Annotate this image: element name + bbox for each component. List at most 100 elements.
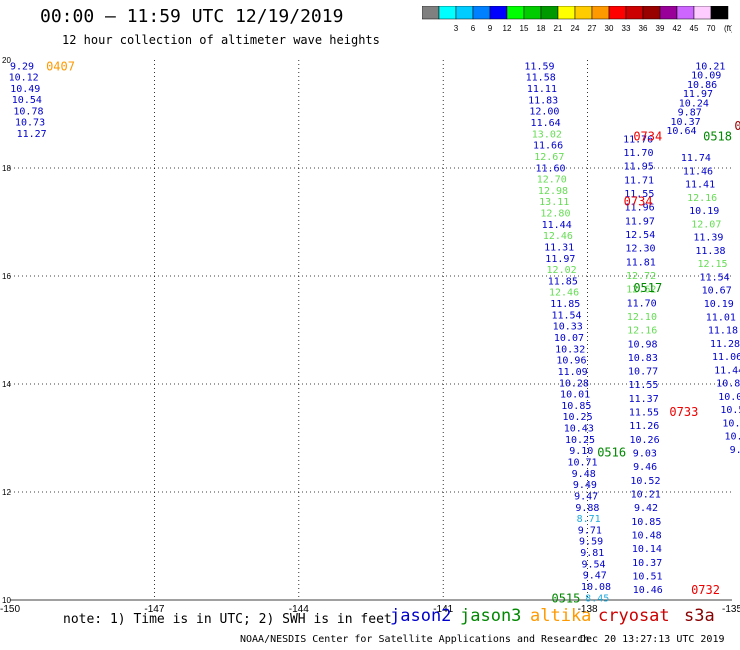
scale-unit: (ft) [724,24,732,33]
pass-time-label: 0732 [691,583,720,597]
swh-value-label: 11.09 [558,367,588,378]
swh-value-label: 11.58 [526,73,556,84]
page-title: 00:00 – 11:59 UTC 12/19/2019 [40,6,344,27]
swh-value-label: 12.72 [626,271,656,282]
swh-value-label: 10.84 [716,379,740,390]
swh-value-label: 9.81 [580,548,604,559]
scale-tick-label: 36 [639,24,648,33]
swh-value-label: 10.09 [691,71,721,82]
swh-value-label: 9.29 [10,61,34,72]
swh-value-label: 11.70 [627,298,657,309]
swh-value-label: 11.54 [700,272,730,283]
swh-value-label: 12.30 [625,244,655,255]
swh-value-label: 11.44 [714,365,740,376]
swh-value-label: 12.46 [549,288,579,299]
swh-value-label: 10.14 [632,544,662,555]
x-tick-label: -138 [578,604,598,615]
pass-cryosat-descending: 11.76 11.70 11.95 11.71 11.55 11.96 11.97 12.54… [623,134,663,596]
swh-value-label: 10.54 [12,95,42,106]
scale-tick-label: 30 [605,24,614,33]
swh-value-label: 10.67 [702,286,732,297]
pass-time-label: 0407 [46,59,75,73]
scale-tick-label: 3 [454,24,459,33]
swh-value-label: 10.78 [13,106,43,117]
swh-value-label: 11.76 [623,134,653,145]
swh-value-label: 9.87 [678,108,702,119]
swh-value-label: 12.62 [626,285,656,296]
pass-time-label: 0517 [633,281,662,295]
swh-value-label: 11.97 [683,89,713,100]
y-tick-label: 16 [2,272,11,281]
swh-value-label: 11.06 [712,352,740,363]
swh-value-label: 10.77 [628,367,658,378]
swh-value-label: 11.01 [706,312,736,323]
pass-time-label: 0654 [734,119,740,133]
swh-value-label: 11.97 [625,216,655,227]
x-tick-label: -141 [433,604,453,615]
swh-value-label: 9.47 [574,491,598,502]
swh-value-label: 9.71 [578,525,602,536]
swh-value-label: 9.46 [633,462,657,473]
swh-value-label: 12.98 [538,186,568,197]
swh-value-label: 10.21 [631,490,661,501]
swh-value-label: 12.00 [529,107,559,118]
footer-note: note: 1) Time is in UTC; 2) SWH is in fe… [63,612,392,627]
scale-tick-label: 24 [571,24,580,33]
pass-time-label: 0516 [597,446,626,460]
pass-time-label: 0734 [633,130,662,144]
swh-value-label: 11.83 [528,95,558,106]
swh-value-label: 10.48 [632,531,662,542]
swh-value-label: 10.64 [666,126,696,137]
x-tick-label: -150 [0,604,20,615]
page-subtitle: 12 hour collection of altimeter wave hei… [62,33,380,47]
pass-time-label: 0733 [669,405,698,419]
swh-value-label: 10.08 [581,582,611,593]
swh-value-label: 11.38 [695,246,725,257]
swh-value-label: 11.27 [17,129,47,140]
swh-value-label: 10.85 [631,517,661,528]
swh-value-label: 9.88 [575,503,599,514]
pass-time-label: 0518 [703,130,732,144]
y-tick-label: 12 [2,488,11,497]
swh-value-label: 11.46 [683,166,713,177]
swh-value-label: 12.02 [547,265,577,276]
legend-cryosat: cryosat [598,606,670,626]
swh-value-label: 11.60 [535,163,565,174]
swh-value-label: 12.16 [687,193,717,204]
swh-value-label: 12.10 [627,312,657,323]
swh-value-label: 10.07 [554,333,584,344]
swh-value-label: 10.26 [630,435,660,446]
swh-value-label: 9.47 [583,571,607,582]
scale-tick-label: 33 [622,24,631,33]
scale-swatch [710,6,729,20]
swh-value-label: 13.02 [532,129,562,140]
swh-value-label: 10.24 [679,98,709,109]
swh-value-label: 9.54 [581,559,605,570]
swh-value-label: 9.50 [730,445,740,456]
swh-value-label: 9.42 [634,503,658,514]
swh-value-label: 10.98 [627,339,657,350]
y-tick-label: 18 [2,164,11,173]
swh-value-label: 10.71 [567,457,597,468]
swh-value-label: 10.25 [565,435,595,446]
swh-value-label: 12.15 [697,259,727,270]
scale-tick-label: 18 [537,24,546,33]
scale-tick-label: 45 [690,24,699,33]
swh-value-label: 11.41 [685,180,715,191]
swh-value-label: 11.18 [708,326,738,337]
swh-value-label: 11.39 [693,233,723,244]
swh-value-label: 10.68 [722,418,740,429]
swh-value-label: 10.43 [564,424,594,435]
swh-value-label: 11.70 [623,148,653,159]
credit-line: NOAA/NESDIS Center for Satellite Applica… [240,634,590,645]
swh-value-label: 11.66 [533,141,563,152]
swh-value-label: 12.46 [543,231,573,242]
scale-tick-label: 21 [554,24,563,33]
swh-value-label: 12.16 [627,326,657,337]
swh-value-label: 10.32 [555,344,585,355]
swh-value-label: 10.19 [689,206,719,217]
swh-value-label: 9.49 [573,480,597,491]
